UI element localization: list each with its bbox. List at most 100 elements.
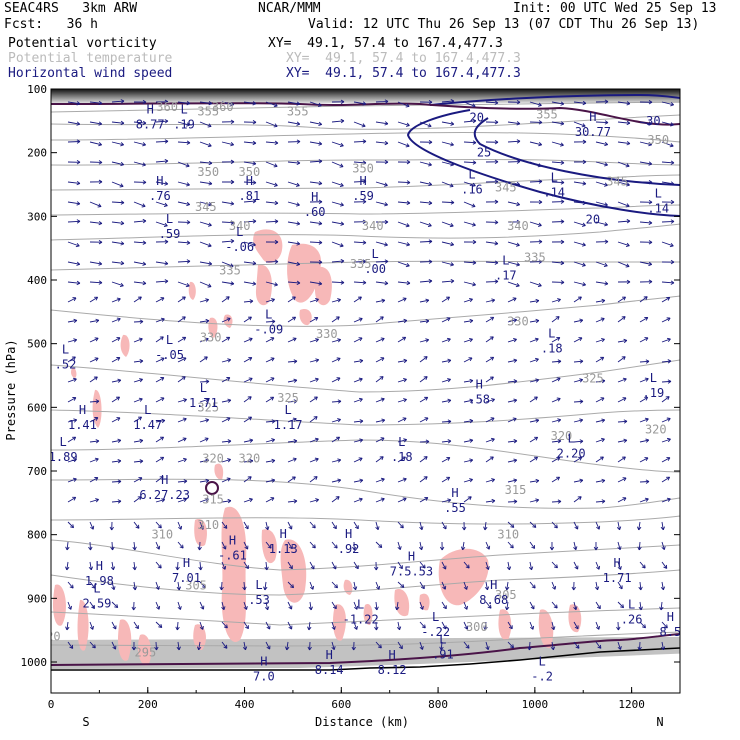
wind-arrow bbox=[155, 201, 168, 207]
wind-arrow bbox=[67, 101, 81, 106]
wind-arrow bbox=[419, 601, 424, 610]
wind-arrow bbox=[661, 121, 674, 127]
wind-speed-label: 30 bbox=[646, 114, 660, 128]
wind-arrow bbox=[89, 581, 96, 589]
wind-arrow bbox=[639, 479, 650, 484]
extremum-value: 8.14 bbox=[315, 663, 344, 677]
wind-arrow bbox=[639, 377, 649, 383]
theta-label: 325 bbox=[197, 400, 219, 414]
wind-arrow bbox=[265, 541, 272, 549]
wind-arrow bbox=[67, 477, 77, 483]
wind-arrow bbox=[419, 581, 425, 590]
wind-arrow bbox=[573, 456, 583, 463]
wind-arrow bbox=[529, 259, 543, 264]
wind-arrow bbox=[265, 419, 276, 424]
wind-arrow bbox=[243, 299, 254, 304]
wind-arrow bbox=[551, 521, 558, 529]
wind-arrow bbox=[243, 621, 249, 630]
wind-arrow bbox=[573, 159, 587, 165]
extremum-marker: H bbox=[280, 527, 287, 541]
wind-arrow bbox=[573, 378, 584, 383]
wind-arrow bbox=[419, 221, 432, 227]
wind-arrow bbox=[111, 499, 122, 504]
wind-arrow bbox=[133, 201, 146, 208]
wind-arrow bbox=[155, 158, 169, 164]
wind-arrow bbox=[199, 356, 208, 363]
theta-label: 310 bbox=[497, 528, 519, 542]
extremum-value: -.09 bbox=[254, 323, 283, 337]
wind-arrow bbox=[573, 200, 587, 206]
wind-arrow bbox=[331, 581, 338, 589]
wind-arrow bbox=[463, 118, 477, 124]
wind-arrow bbox=[309, 581, 315, 590]
wind-arrow bbox=[639, 359, 650, 364]
wind-arrow bbox=[89, 337, 99, 343]
wind-arrow bbox=[573, 100, 587, 106]
wind-arrow bbox=[441, 317, 451, 323]
wind-arrow bbox=[639, 141, 652, 147]
extremum-value: -.05 bbox=[155, 348, 184, 362]
wind-arrow bbox=[353, 601, 359, 610]
wind-arrow bbox=[573, 121, 586, 128]
extremum-marker: H bbox=[408, 550, 415, 564]
upper-pv-shading bbox=[51, 89, 680, 103]
extremum-marker: L bbox=[468, 168, 475, 182]
wind-arrow bbox=[441, 476, 451, 483]
wind-arrow bbox=[133, 521, 140, 529]
wind-arrow bbox=[221, 561, 227, 570]
wind-arrow bbox=[155, 119, 169, 124]
wind-arrow bbox=[287, 499, 298, 504]
wind-arrow bbox=[375, 241, 388, 247]
wind-arrow bbox=[89, 160, 103, 165]
extremum-marker: H bbox=[359, 174, 366, 188]
wind-arrow bbox=[507, 181, 521, 187]
extremum-value: .55 bbox=[444, 501, 466, 515]
wind-arrow bbox=[155, 521, 162, 529]
extremum-marker: H bbox=[667, 610, 674, 624]
wind-arrow bbox=[419, 417, 429, 423]
wind-arrow bbox=[460, 541, 466, 551]
wind-arrow bbox=[155, 261, 169, 266]
wind-arrow bbox=[507, 641, 514, 649]
x-tick-label: 200 bbox=[138, 698, 158, 711]
extremum-marker: H bbox=[345, 527, 352, 541]
wind-arrow bbox=[375, 280, 389, 286]
wind-arrow bbox=[89, 376, 98, 383]
wind-arrow bbox=[485, 456, 494, 463]
wind-arrow bbox=[637, 641, 642, 651]
wind-arrow bbox=[617, 201, 630, 208]
theta-label: 315 bbox=[505, 483, 527, 497]
wind-arrow bbox=[67, 219, 81, 224]
wind-arrow bbox=[351, 641, 356, 651]
extremum-marker: L bbox=[372, 247, 379, 261]
wind-arrow bbox=[221, 220, 235, 225]
wind-arrow bbox=[353, 240, 367, 245]
theta-label: 20 bbox=[46, 630, 60, 644]
wind-arrow bbox=[309, 521, 316, 529]
wind-arrow bbox=[111, 337, 121, 343]
wind-arrow bbox=[463, 281, 476, 287]
y-tick-label: 800 bbox=[27, 529, 47, 542]
extremum-value: .17 bbox=[495, 268, 517, 282]
y-axis-label: Pressure (hPa) bbox=[4, 339, 18, 440]
wind-arrow bbox=[441, 200, 455, 205]
wind-arrow bbox=[177, 398, 187, 403]
wind-arrow bbox=[375, 298, 386, 303]
wind-arrow bbox=[441, 358, 452, 363]
wind-arrow bbox=[595, 499, 606, 504]
wind-arrow bbox=[133, 218, 147, 224]
wind-arrow bbox=[133, 416, 142, 423]
wind-arrow bbox=[617, 397, 627, 403]
wind-arrow bbox=[529, 418, 540, 423]
wind-arrow bbox=[287, 181, 300, 187]
wind-arrow bbox=[617, 219, 631, 224]
wind-arrow bbox=[89, 601, 95, 610]
wind-arrow bbox=[309, 101, 322, 107]
wind-arrow bbox=[485, 541, 491, 550]
extremum-marker: L bbox=[180, 103, 187, 117]
wind-arrow bbox=[463, 561, 470, 569]
wind-arrow bbox=[199, 437, 209, 443]
wind-arrow bbox=[67, 338, 78, 343]
wind-arrow bbox=[463, 357, 473, 363]
extremum-marker: L bbox=[255, 578, 262, 592]
